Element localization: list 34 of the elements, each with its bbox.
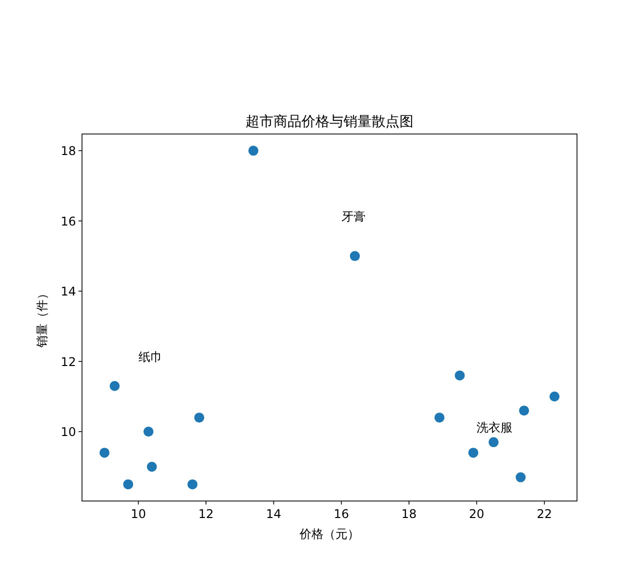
y-tick-label: 12 bbox=[60, 354, 76, 369]
point bbox=[468, 448, 478, 458]
y-tick-label: 16 bbox=[60, 214, 76, 228]
x-tick-label: 20 bbox=[469, 507, 484, 521]
x-tick-label: 16 bbox=[334, 507, 349, 521]
point bbox=[187, 479, 198, 490]
point bbox=[519, 406, 530, 416]
y-tick-label: 10 bbox=[60, 425, 76, 440]
annotation: 纸巾 bbox=[138, 350, 162, 364]
y-tick-label: 14 bbox=[60, 284, 76, 299]
x-tick-label: 12 bbox=[198, 507, 214, 521]
x-tick-label: 22 bbox=[536, 507, 552, 521]
point bbox=[488, 437, 499, 448]
x-axis-title: 价格（元） bbox=[298, 527, 360, 541]
point bbox=[350, 251, 360, 262]
y-tick-label: 18 bbox=[60, 144, 76, 158]
point bbox=[123, 479, 134, 490]
point bbox=[248, 146, 258, 156]
point bbox=[146, 462, 157, 472]
point bbox=[100, 448, 110, 458]
annotation: 洗衣服 bbox=[476, 420, 513, 435]
y-axis-title: 销量（件） bbox=[35, 288, 49, 348]
point bbox=[143, 426, 154, 437]
annotation: 牙膏 bbox=[341, 210, 366, 224]
point bbox=[454, 370, 465, 380]
chart-title: 超市商品价格与销量散点图 bbox=[246, 114, 414, 130]
x-tick-label: 18 bbox=[401, 507, 417, 521]
point bbox=[434, 412, 444, 423]
x-tick-label: 10 bbox=[130, 507, 146, 521]
point bbox=[550, 392, 560, 402]
point bbox=[516, 472, 526, 482]
point bbox=[110, 380, 120, 391]
x-tick-label: 14 bbox=[266, 507, 282, 521]
point bbox=[194, 412, 204, 423]
